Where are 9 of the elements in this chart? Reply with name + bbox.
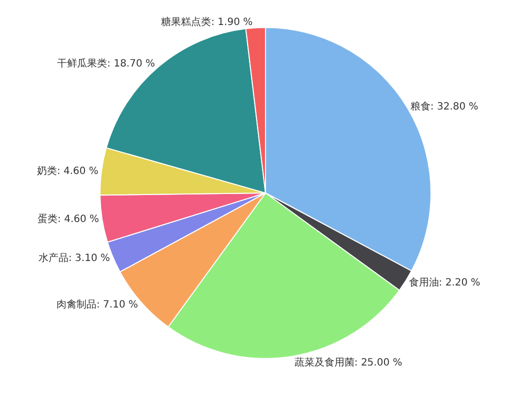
slice-label: 蛋类: 4.60 % — [38, 213, 100, 226]
slice-label: 干鲜瓜果类: 18.70 % — [57, 58, 156, 70]
slice-label: 奶类: 4.60 % — [36, 165, 98, 178]
slice-label: 糖果糕点类: 1.90 % — [161, 16, 253, 28]
slice-label: 蔬菜及食用菌: 25.00 % — [294, 356, 402, 368]
slice-label: 食用油: 2.20 % — [408, 276, 480, 288]
slice-label: 粮食: 32.80 % — [410, 100, 478, 112]
slice-label: 水产品: 3.10 % — [38, 252, 110, 264]
slice-label: 肉禽制品: 7.10 % — [56, 298, 138, 311]
